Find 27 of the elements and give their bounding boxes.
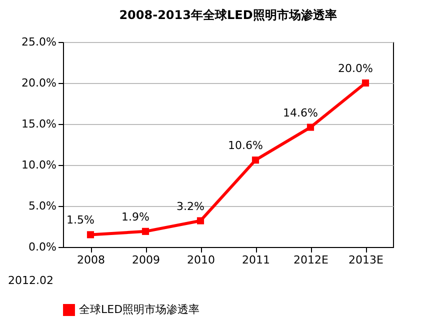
y-tick-label: 5.0% (28, 200, 56, 212)
y-tick-label: 10.0% (22, 158, 56, 172)
x-tick-label: 2012E (294, 254, 329, 266)
data-label: 10.6% (228, 139, 263, 152)
data-label: 3.2% (176, 200, 204, 213)
chart-title: 2008-2013年全球LED照明市场渗透率 (119, 8, 337, 22)
x-tick-label: 2008 (77, 254, 105, 266)
y-tick-label: 0.0% (28, 240, 56, 254)
data-label: 1.9% (122, 210, 150, 224)
point (252, 156, 260, 164)
x-tick-label: 2009 (132, 254, 160, 266)
y-tick-label: 15.0% (22, 118, 56, 130)
data-label: 20.0% (338, 62, 373, 75)
text: 2012.02 (8, 274, 54, 287)
point (306, 124, 314, 131)
point (142, 228, 150, 235)
x-tick-label: 2011 (242, 254, 270, 266)
data-label: 1.5% (66, 214, 94, 227)
data-label: 14.6% (283, 106, 318, 120)
y-tick-label: 20.0% (22, 76, 56, 90)
y-tick-label: 25.0% (22, 36, 56, 48)
point (196, 217, 204, 224)
point (362, 79, 370, 87)
x-tick-label: 2013E (348, 254, 384, 266)
x-tick-label: 2010 (187, 254, 215, 266)
legend-label: 全球LED照明市场渗透率 (79, 303, 200, 316)
point (86, 231, 94, 238)
